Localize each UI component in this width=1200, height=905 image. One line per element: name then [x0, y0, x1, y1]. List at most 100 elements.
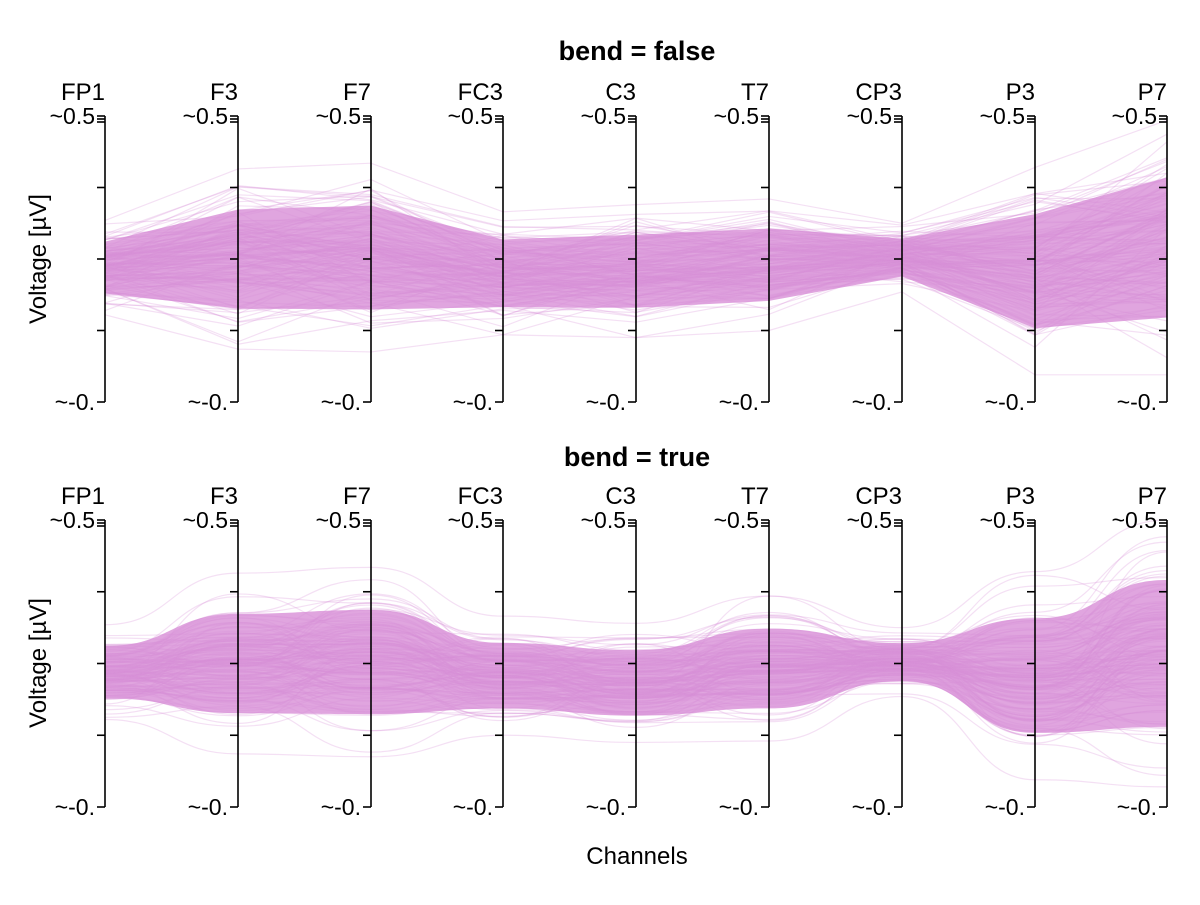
x-axis-title: Channels: [586, 843, 687, 870]
trace-line: [104, 643, 1168, 722]
tick-label: ~-0.: [1117, 794, 1157, 820]
trace-line: [104, 600, 1168, 658]
tick-label: ~0.5: [448, 507, 493, 533]
trace-line: [104, 667, 1168, 717]
trace-line: [104, 638, 1168, 673]
tick-label: ~-0.: [55, 389, 95, 415]
panel-title: bend = true: [564, 442, 710, 472]
channel-label: FC3: [458, 79, 503, 106]
tick-label: ~0.5: [183, 507, 228, 533]
channel-label: P3: [1006, 483, 1035, 510]
channel-label: FC3: [458, 483, 503, 510]
channel-axis-cp3: ~0.5 ~-0. CP3: [847, 483, 903, 820]
trace-line: [104, 652, 1168, 704]
tick-label: ~-0.: [188, 794, 228, 820]
trace-line: [104, 647, 1168, 738]
tick-label: ~-0.: [719, 389, 759, 415]
channel-label: F7: [343, 483, 371, 510]
tick-label: ~-0.: [586, 794, 626, 820]
trace-line: [104, 590, 1168, 673]
y-axis-title: Voltage [µV]: [25, 194, 52, 324]
tick-label: ~0.5: [448, 103, 493, 129]
trace-line: [104, 551, 1168, 688]
channel-axis-c3: ~0.5 ~-0. C3: [581, 79, 637, 415]
channel-label: FP1: [61, 483, 105, 510]
channel-label: T7: [741, 79, 769, 106]
channel-label: C3: [605, 483, 636, 510]
tick-label: ~-0.: [1117, 389, 1157, 415]
trace-line: [104, 628, 1168, 695]
tick-label: ~0.5: [581, 103, 626, 129]
channel-axis-f3: ~0.5 ~-0. F3: [183, 79, 239, 415]
channel-axis-f7: ~0.5 ~-0. F7: [316, 79, 372, 415]
tick-label: ~0.5: [1112, 507, 1157, 533]
channel-axis-p3: ~0.5 ~-0. P3: [980, 79, 1036, 415]
tick-label: ~0.5: [316, 507, 361, 533]
channel-axis-cp3: ~0.5 ~-0. CP3: [847, 79, 903, 415]
trace-line: [104, 628, 1168, 737]
channel-label: CP3: [855, 79, 902, 106]
channel-axis-t7: ~0.5 ~-0. T7: [714, 79, 770, 415]
tick-label: ~-0.: [586, 389, 626, 415]
channel-label: P7: [1138, 79, 1167, 106]
channel-label: F3: [210, 79, 238, 106]
tick-label: ~0.5: [847, 103, 892, 129]
trace-line: [104, 621, 1168, 702]
channel-label: F3: [210, 483, 238, 510]
trace-line: [104, 628, 1168, 705]
channel-label: C3: [605, 79, 636, 106]
tick-label: ~0.5: [316, 103, 361, 129]
tick-label: ~0.5: [183, 103, 228, 129]
trace-line: [104, 595, 1168, 691]
tick-label: ~0.5: [847, 507, 892, 533]
trace-line: [104, 614, 1168, 666]
tick-label: ~-0.: [55, 794, 95, 820]
trace-line: [104, 649, 1168, 744]
trace-line: [104, 674, 1168, 745]
tick-label: ~-0.: [985, 389, 1025, 415]
trace-line: [104, 655, 1168, 681]
channel-axis-f3: ~0.5 ~-0. F3: [183, 483, 239, 820]
channel-axis-c3: ~0.5 ~-0. C3: [581, 483, 637, 820]
channel-axis-fc3: ~0.5 ~-0. FC3: [448, 483, 504, 820]
tick-label: ~0.5: [980, 507, 1025, 533]
trace-line: [104, 589, 1168, 675]
tick-label: ~-0.: [852, 794, 892, 820]
trace-line: [104, 654, 1168, 727]
channel-axis-f7: ~0.5 ~-0. F7: [316, 483, 372, 820]
tick-label: ~-0.: [453, 389, 493, 415]
channel-axis-fp1: ~0.5 ~-0. FP1: [50, 79, 106, 415]
trace-line: [104, 678, 1168, 728]
trace-line: [104, 617, 1168, 680]
tick-label: ~0.5: [714, 507, 759, 533]
channel-axis-fc3: ~0.5 ~-0. FC3: [448, 79, 504, 415]
channel-label: CP3: [855, 483, 902, 510]
channel-axis-t7: ~0.5 ~-0. T7: [714, 483, 770, 820]
y-axis-title: Voltage [µV]: [25, 598, 52, 728]
channel-label: P7: [1138, 483, 1167, 510]
trace-line: [104, 607, 1168, 681]
trace-line: [104, 662, 1168, 732]
tick-label: ~-0.: [852, 389, 892, 415]
trace-line: [104, 653, 1168, 722]
tick-label: ~0.5: [714, 103, 759, 129]
trace-line: [104, 627, 1168, 721]
panel-title: bend = false: [559, 36, 716, 66]
tick-label: ~-0.: [321, 389, 361, 415]
channel-axis-p7: ~0.5 ~-0. P7: [1112, 483, 1168, 820]
tick-label: ~0.5: [50, 507, 95, 533]
tick-label: ~-0.: [188, 389, 228, 415]
channel-axis-p7: ~0.5 ~-0. P7: [1112, 79, 1168, 415]
channel-label: P3: [1006, 79, 1035, 106]
trace-line: [104, 604, 1168, 703]
tick-label: ~0.5: [980, 103, 1025, 129]
channel-axis-p3: ~0.5 ~-0. P3: [980, 483, 1036, 820]
channel-label: T7: [741, 483, 769, 510]
trace-line: [104, 663, 1168, 737]
channel-label: FP1: [61, 79, 105, 106]
channel-axis-fp1: ~0.5 ~-0. FP1: [50, 483, 106, 820]
tick-label: ~-0.: [453, 794, 493, 820]
